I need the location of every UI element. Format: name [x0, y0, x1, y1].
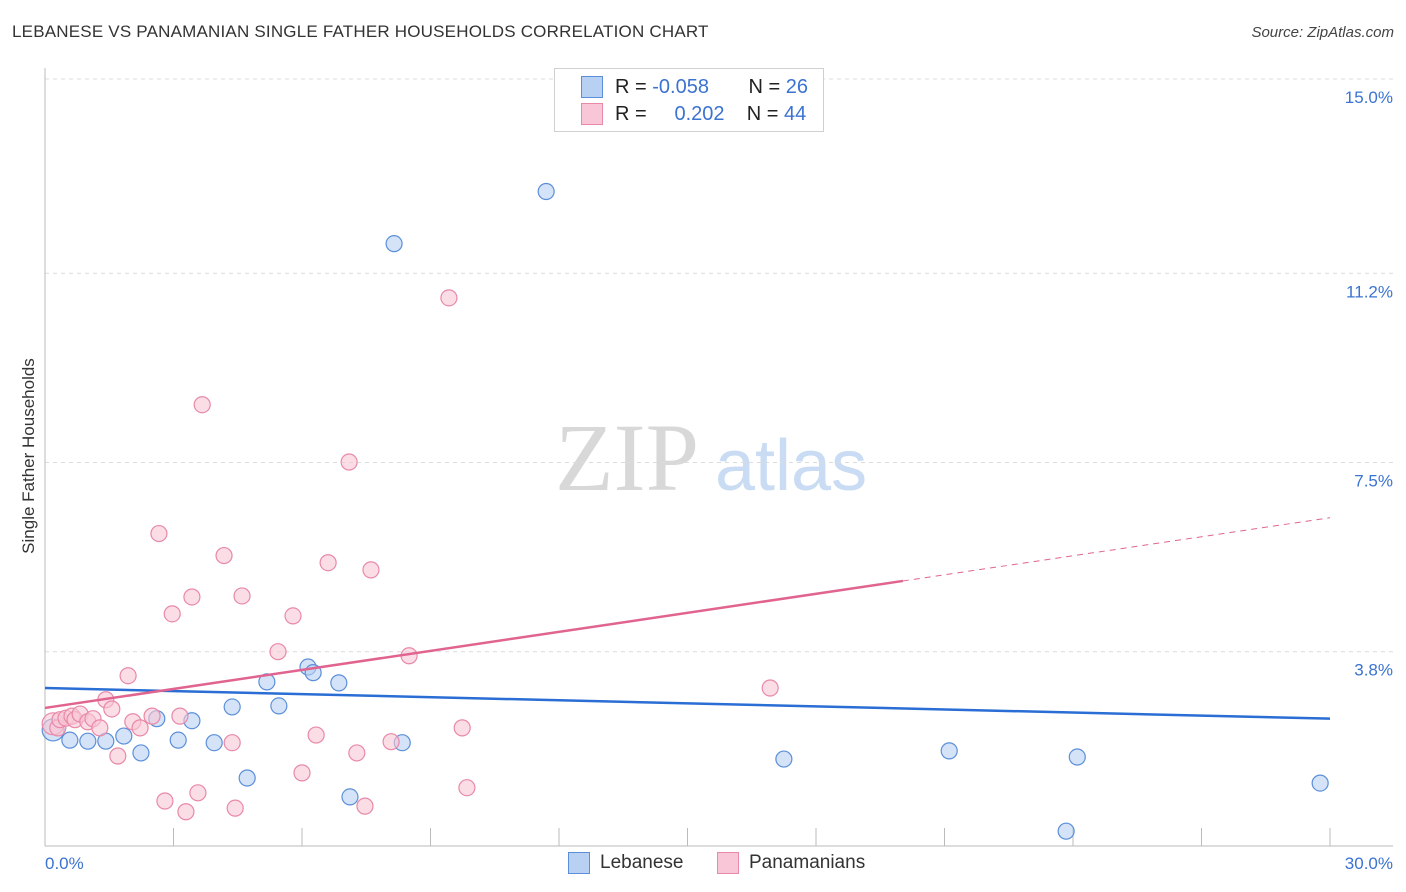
point-lebanese: [537, 182, 555, 201]
point-panamanians: [284, 607, 302, 625]
point-panamanians: [163, 605, 181, 623]
point-panamanians: [109, 747, 127, 765]
source-label: Source: ZipAtlas.com: [1251, 24, 1394, 41]
point-lebanese: [1311, 774, 1329, 792]
trend-line-extension: [902, 517, 1331, 582]
point-panamanians: [119, 667, 137, 685]
point-panamanians: [171, 707, 189, 725]
point-lebanese: [169, 731, 187, 749]
point-lebanese: [205, 734, 223, 752]
point-panamanians: [440, 289, 458, 307]
point-panamanians: [348, 744, 366, 762]
legend-swatch-blue: [568, 852, 590, 874]
trend-line-panamanians: [44, 579, 904, 710]
point-panamanians: [319, 554, 337, 572]
y-tick-label: 3.8%: [1354, 661, 1393, 680]
point-lebanese: [270, 697, 288, 715]
point-panamanians: [183, 588, 201, 606]
x-tick-label: 30.0%: [1345, 854, 1393, 873]
legend-row-lebanese: R = -0.058 N = 26: [581, 75, 808, 99]
r-value: 0.202: [674, 102, 725, 125]
x-tick-label: 0.0%: [45, 854, 84, 873]
point-panamanians: [189, 784, 207, 802]
n-value: 26: [785, 75, 808, 98]
legend-swatch-pink: [581, 103, 603, 125]
point-lebanese: [330, 674, 348, 692]
point-panamanians: [362, 561, 380, 579]
y-tick-label: 15.0%: [1345, 88, 1393, 107]
watermark-zip: ZIP: [555, 404, 699, 511]
watermark-atlas: atlas: [715, 426, 867, 506]
point-panamanians: [177, 803, 195, 821]
point-lebanese: [61, 731, 79, 749]
point-panamanians: [91, 719, 109, 737]
point-lebanese: [132, 744, 150, 762]
point-lebanese: [341, 788, 359, 806]
point-panamanians: [156, 792, 174, 810]
point-lebanese: [385, 235, 403, 253]
point-panamanians: [453, 719, 471, 737]
point-panamanians: [233, 587, 251, 605]
bottom-legend-panamanians: Panamanians: [717, 852, 865, 874]
n-value: 44: [784, 102, 807, 125]
point-lebanese: [79, 732, 97, 750]
r-value: -0.058: [652, 75, 709, 98]
bottom-legend-lebanese: Lebanese: [568, 852, 683, 874]
legend-swatch-blue: [581, 76, 603, 98]
legend-box: R = -0.058 N = 26 R = 0.202 N = 44: [554, 68, 824, 132]
point-panamanians: [340, 453, 358, 471]
point-panamanians: [458, 779, 476, 797]
trend-line-lebanese: [44, 686, 1331, 720]
point-lebanese: [1057, 822, 1075, 840]
point-panamanians: [223, 734, 241, 752]
point-panamanians: [293, 764, 311, 782]
legend-row-panamanians: R = 0.202 N = 44: [581, 102, 806, 126]
point-panamanians: [131, 719, 149, 737]
point-lebanese: [940, 742, 958, 760]
point-panamanians: [269, 643, 287, 661]
n-label: N =: [748, 75, 781, 98]
point-panamanians: [382, 733, 400, 751]
point-panamanians: [356, 797, 374, 815]
point-panamanians: [226, 799, 244, 817]
y-tick-label: 11.2%: [1346, 282, 1393, 301]
y-axis-label: Single Father Households: [19, 358, 38, 554]
point-panamanians: [215, 546, 233, 565]
point-panamanians: [193, 396, 211, 414]
legend-label: Lebanese: [600, 852, 684, 873]
r-label: R =: [615, 102, 647, 125]
point-lebanese: [775, 750, 793, 768]
y-tick-label: 7.5%: [1354, 472, 1393, 491]
point-lebanese: [115, 727, 133, 745]
r-label: R =: [615, 75, 647, 98]
point-panamanians: [307, 726, 325, 744]
point-panamanians: [103, 700, 121, 718]
point-lebanese: [1068, 748, 1086, 766]
legend-swatch-pink: [717, 852, 739, 874]
n-label: N =: [746, 102, 779, 125]
legend-label: Panamanians: [749, 852, 866, 873]
point-panamanians: [143, 707, 161, 725]
point-lebanese: [238, 769, 256, 787]
chart-title: LEBANESE VS PANAMANIAN SINGLE FATHER HOU…: [12, 22, 709, 41]
point-lebanese: [223, 698, 241, 716]
point-panamanians: [150, 524, 168, 543]
point-panamanians: [761, 679, 779, 697]
